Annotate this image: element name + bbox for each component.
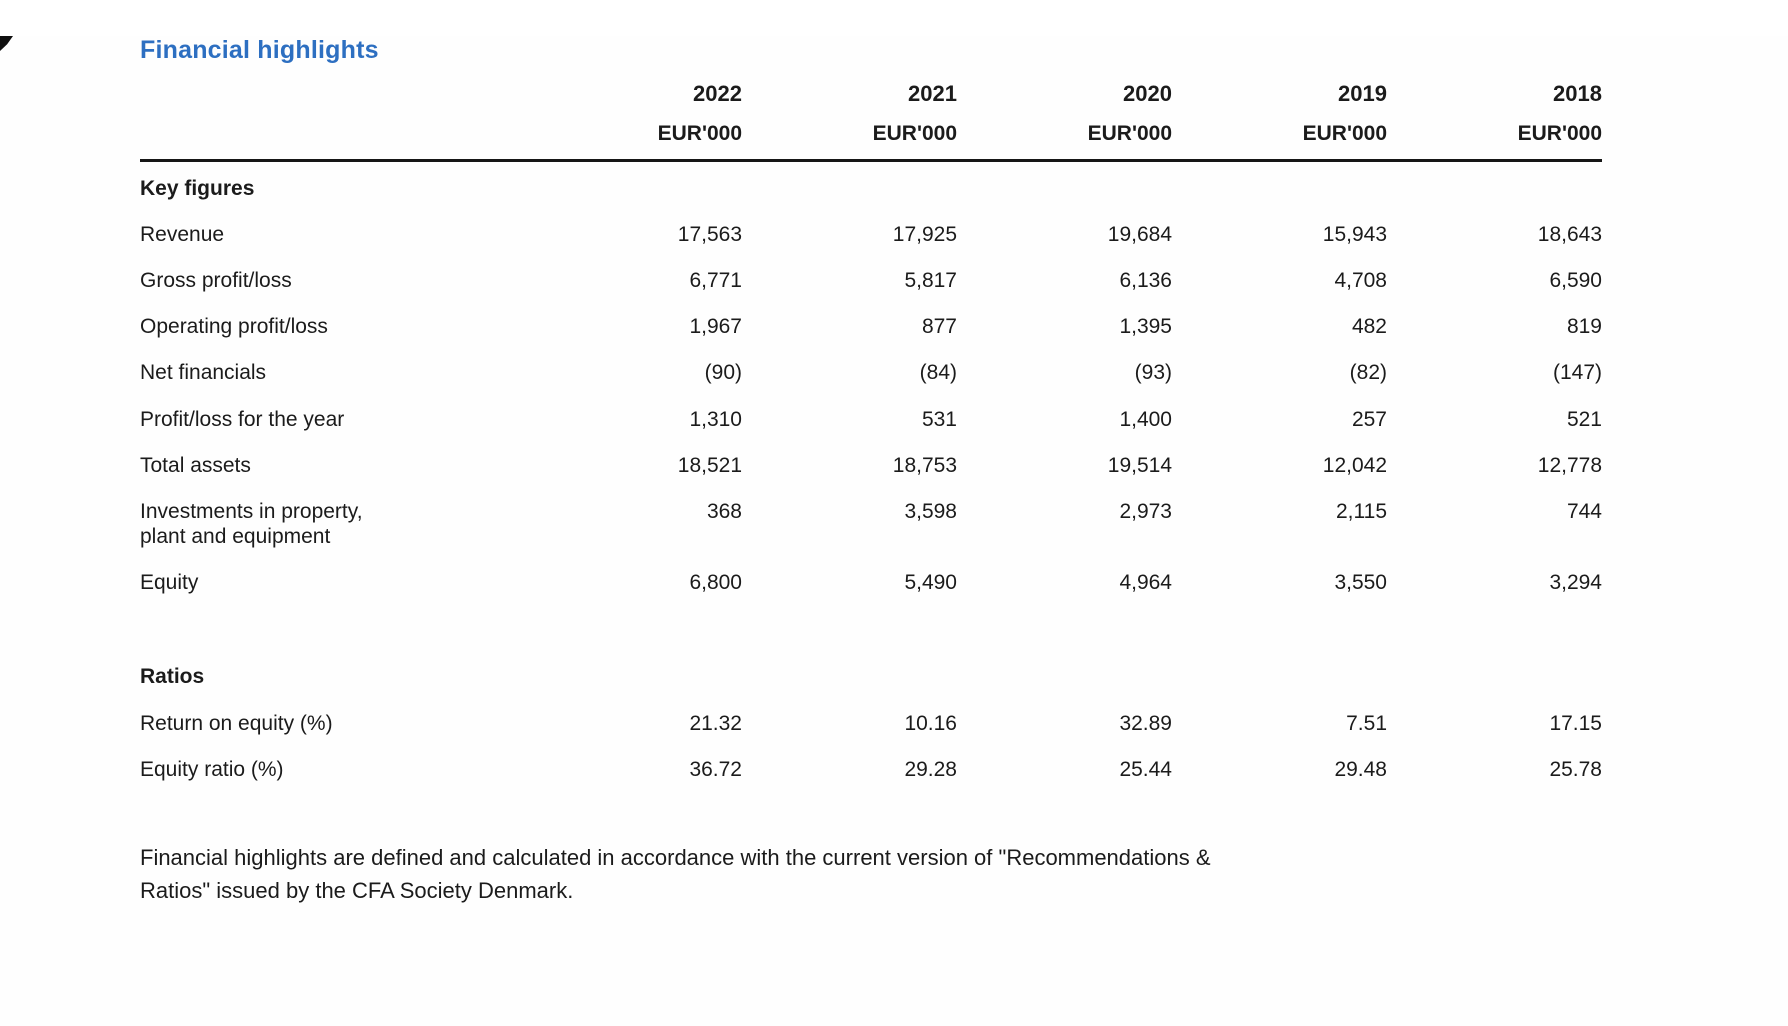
row-value: 29.28 xyxy=(904,757,957,781)
table-row: Revenue 17,563 17,925 19,684 15,943 18,643 xyxy=(140,212,1602,258)
column-header-2018: 2018 EUR'000 xyxy=(1387,81,1602,162)
row-value: (147) xyxy=(1552,361,1602,385)
unit-label: EUR'000 xyxy=(1302,122,1387,146)
row-value: 18,521 xyxy=(677,453,742,477)
row-value: 17.15 xyxy=(1549,711,1602,735)
row-value: 6,771 xyxy=(689,268,742,292)
page-title: Financial highlights xyxy=(140,36,379,64)
row-value: (93) xyxy=(1134,361,1172,385)
financial-highlights-table: 2022 EUR'000 2021 EUR'000 2020 EUR'000 2… xyxy=(140,81,1602,793)
row-value: 21.32 xyxy=(689,711,742,735)
row-label: Total assets xyxy=(140,453,251,477)
row-value: 819 xyxy=(1566,315,1602,339)
year-label: 2018 xyxy=(1553,81,1602,106)
row-value: 2,973 xyxy=(1119,499,1172,523)
row-value: 17,925 xyxy=(892,222,957,246)
table-body: Key figures Revenue 17,563 17,925 19,684 15,9… xyxy=(140,160,1602,793)
row-value: (82) xyxy=(1349,361,1387,385)
table-row: Net financials (90) (84) (93) (82) (147) xyxy=(140,350,1602,396)
column-header-2021: 2021 EUR'000 xyxy=(742,81,957,162)
row-value: 25.44 xyxy=(1119,757,1172,781)
row-value: 4,964 xyxy=(1119,571,1172,595)
row-value: 6,136 xyxy=(1119,268,1172,292)
row-label: Profit/loss for the year xyxy=(140,407,345,431)
table-row: Return on equity (%) 21.32 10.16 32.89 7.51 1… xyxy=(140,701,1602,747)
row-label: Revenue xyxy=(140,222,225,246)
section-heading-row: Key figures xyxy=(140,160,1602,212)
row-label: Return on equity (%) xyxy=(140,711,333,735)
scan-corner-artifact xyxy=(0,36,13,51)
row-value: 5,490 xyxy=(904,571,957,595)
section-heading-row: Ratios xyxy=(140,606,1602,700)
year-label: 2021 xyxy=(908,81,957,106)
row-value: 36.72 xyxy=(689,757,742,781)
row-label: Net financials xyxy=(140,361,267,385)
row-value: 482 xyxy=(1351,315,1387,339)
table-row: Total assets 18,521 18,753 19,514 12,042 12,7… xyxy=(140,443,1602,489)
row-value: 12,042 xyxy=(1322,453,1387,477)
row-label: Equity ratio (%) xyxy=(140,757,284,781)
row-value: 4,708 xyxy=(1334,268,1387,292)
row-value: 15,943 xyxy=(1322,222,1387,246)
row-value: 19,514 xyxy=(1107,453,1172,477)
row-value: 5,817 xyxy=(904,268,957,292)
row-value: 6,590 xyxy=(1549,268,1602,292)
row-value: 531 xyxy=(921,407,957,431)
row-value: 7.51 xyxy=(1346,711,1387,735)
row-value: 368 xyxy=(706,499,742,523)
column-header-2020: 2020 EUR'000 xyxy=(957,81,1172,162)
unit-label: EUR'000 xyxy=(657,122,742,146)
column-header-2019: 2019 EUR'000 xyxy=(1172,81,1387,162)
row-value: 18,643 xyxy=(1537,222,1602,246)
row-value: 10.16 xyxy=(904,711,957,735)
row-value: 25.78 xyxy=(1549,757,1602,781)
unit-label: EUR'000 xyxy=(872,122,957,146)
section-heading: Key figures xyxy=(140,176,255,200)
table-row: Equity 6,800 5,490 4,964 3,550 3,294 xyxy=(140,560,1602,606)
row-value: 1,395 xyxy=(1119,315,1172,339)
table-row: Investments in property, plant and equip… xyxy=(140,489,1602,560)
row-label: Investments in property, plant and equip… xyxy=(140,499,363,549)
row-value: (90) xyxy=(704,361,742,385)
table-row: Equity ratio (%) 36.72 29.28 25.44 29.48 25.7… xyxy=(140,747,1602,793)
document-page: Financial highlights 2022 EUR'000 2021 E… xyxy=(0,36,1788,1026)
row-value: 32.89 xyxy=(1119,711,1172,735)
row-value: 744 xyxy=(1566,499,1602,523)
unit-label: EUR'000 xyxy=(1087,122,1172,146)
row-label: Operating profit/loss xyxy=(140,315,328,339)
row-value: 2,115 xyxy=(1336,499,1387,523)
section-heading: Ratios xyxy=(140,665,205,689)
row-value: 1,967 xyxy=(689,315,742,339)
column-header-2022: 2022 EUR'000 xyxy=(527,81,742,162)
row-value: 17,563 xyxy=(677,222,742,246)
row-value: 521 xyxy=(1566,407,1602,431)
row-value: 19,684 xyxy=(1107,222,1172,246)
header-spacer-cell xyxy=(140,81,527,162)
table-row: Gross profit/loss 6,771 5,817 6,136 4,708 6,5… xyxy=(140,258,1602,304)
row-label: Gross profit/loss xyxy=(140,268,292,292)
unit-label: EUR'000 xyxy=(1517,122,1602,146)
row-value: 3,294 xyxy=(1549,571,1602,595)
row-value: 1,310 xyxy=(689,407,742,431)
row-value: 3,550 xyxy=(1334,571,1387,595)
row-value: 257 xyxy=(1351,407,1387,431)
row-value: 3,598 xyxy=(904,499,957,523)
year-label: 2022 xyxy=(693,81,742,106)
row-value: 877 xyxy=(921,315,957,339)
row-value: 12,778 xyxy=(1537,453,1602,477)
year-label: 2020 xyxy=(1123,81,1172,106)
row-value: 6,800 xyxy=(689,571,742,595)
header-row: 2022 EUR'000 2021 EUR'000 2020 EUR'000 2… xyxy=(140,81,1602,162)
table-header: 2022 EUR'000 2021 EUR'000 2020 EUR'000 2… xyxy=(140,81,1602,162)
table-row: Operating profit/loss 1,967 877 1,395 482 819 xyxy=(140,304,1602,350)
row-value: 29.48 xyxy=(1334,757,1387,781)
row-value: (84) xyxy=(919,361,957,385)
row-value: 1,400 xyxy=(1119,407,1172,431)
row-value: 18,753 xyxy=(892,453,957,477)
table-row: Profit/loss for the year 1,310 531 1,400 257… xyxy=(140,397,1602,443)
year-label: 2019 xyxy=(1338,81,1387,106)
row-label: Equity xyxy=(140,571,199,595)
footnote-text: Financial highlights are defined and cal… xyxy=(140,845,1211,904)
